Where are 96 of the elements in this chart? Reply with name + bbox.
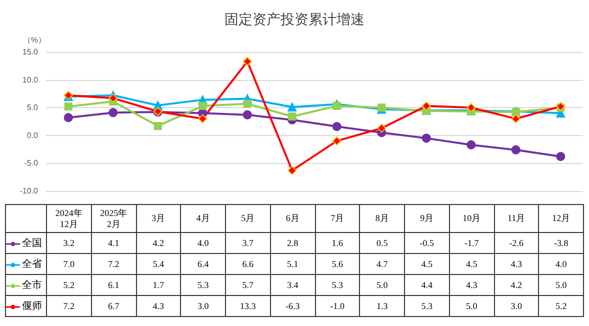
point	[377, 124, 386, 133]
x-tick-label: 6月	[270, 204, 315, 232]
data-label: 2.8	[270, 232, 315, 254]
point	[422, 134, 431, 143]
data-label: -2.6	[494, 232, 539, 254]
legend-label: 全省	[6, 254, 46, 274]
data-label: 7.0	[46, 254, 92, 274]
point	[332, 122, 342, 131]
y-tick-label: 5.0	[26, 103, 39, 112]
data-label: 5.6	[315, 254, 360, 274]
data-label: 3.0	[494, 296, 539, 316]
data-label: 4.4	[404, 274, 450, 296]
data-label: 0.5	[360, 232, 404, 254]
data-label: 6.7	[91, 296, 136, 316]
data-label: 7.2	[46, 296, 92, 316]
data-label: 4.7	[360, 254, 404, 274]
point	[332, 136, 342, 146]
point	[242, 56, 252, 66]
data-label: 5.0	[538, 274, 584, 296]
x-tick-label: 3月	[136, 204, 181, 232]
legend-label: 全市	[6, 274, 46, 296]
data-label: 4.1	[91, 232, 136, 254]
x-tick-label: 9月	[404, 204, 450, 232]
point	[466, 103, 476, 112]
point	[288, 112, 296, 120]
point	[154, 122, 162, 130]
data-label: 5.3	[180, 274, 226, 296]
point	[466, 140, 476, 150]
data-label: -1.7	[449, 232, 494, 254]
point	[108, 108, 118, 118]
data-label: 5.0	[449, 296, 494, 316]
x-tick-label: 8月	[360, 204, 404, 232]
data-label: 3.2	[46, 232, 92, 254]
chart-title: 固定资产投资累计增速	[224, 12, 364, 28]
y-tick-label: -5.0	[24, 158, 39, 168]
point	[64, 113, 73, 122]
x-tick-label: 2024年 12月	[46, 204, 92, 232]
x-tick-label: 4月	[180, 204, 226, 232]
data-label: 1.7	[136, 274, 181, 296]
x-tick-label: 10月	[449, 204, 494, 232]
data-label: 4.5	[404, 254, 450, 274]
data-label: 5.0	[360, 274, 404, 296]
data-label: 5.3	[315, 274, 360, 296]
data-label: 13.3	[226, 296, 270, 316]
data-label: -3.8	[538, 232, 584, 254]
point	[288, 166, 297, 175]
data-label: 4.3	[136, 296, 181, 316]
data-label: 1.3	[360, 296, 404, 316]
point	[556, 152, 566, 162]
data-label: 4.2	[136, 232, 181, 254]
data-label: 4.5	[449, 254, 494, 274]
data-label: 5.7	[226, 274, 270, 296]
data-label: 4.3	[494, 254, 539, 274]
data-label: 3.0	[180, 296, 226, 316]
data-label: 3.7	[226, 232, 270, 254]
x-tick-label: 2025年 2月	[91, 204, 136, 232]
data-label: 5.3	[404, 296, 450, 316]
x-tick-label: 5月	[226, 204, 270, 232]
data-label: 5.2	[538, 296, 584, 316]
data-label: 7.2	[91, 254, 136, 274]
point	[243, 100, 252, 108]
point	[198, 102, 207, 110]
data-label: 4.0	[180, 232, 226, 254]
data-label: -0.5	[404, 232, 450, 254]
point	[288, 102, 297, 112]
y-tick-label: -10.0	[20, 186, 39, 196]
data-label: 3.4	[270, 274, 315, 296]
x-tick-label: 11月	[494, 204, 539, 232]
data-label: 4.0	[538, 254, 584, 274]
data-label: 4.2	[494, 274, 539, 296]
point	[198, 114, 208, 124]
data-label: 6.1	[91, 274, 136, 296]
point	[511, 145, 520, 154]
point	[332, 102, 341, 110]
y-axis-title: （%）	[22, 36, 46, 44]
x-tick-label: 7月	[315, 204, 360, 232]
data-label: 5.2	[46, 274, 92, 296]
data-label: 5.4	[136, 254, 181, 274]
data-label: -6.3	[270, 296, 315, 316]
point	[242, 110, 252, 120]
data-label: 1.6	[315, 232, 360, 254]
data-label: -1.0	[315, 296, 360, 316]
y-tick-label: 10.0	[22, 75, 39, 84]
data-label: 6.6	[226, 254, 270, 274]
point	[511, 114, 520, 124]
data-label: 4.3	[449, 274, 494, 296]
legend-label: 偃师	[6, 296, 46, 316]
data-label: 5.1	[270, 254, 315, 274]
data-label: 6.4	[180, 254, 226, 274]
y-tick-label: 0.0	[26, 130, 39, 140]
point	[108, 94, 118, 103]
legend-label: 全国	[6, 232, 46, 254]
y-tick-label: 15.0	[22, 48, 39, 56]
point	[64, 102, 72, 110]
x-tick-label: 12月	[538, 204, 584, 232]
point	[422, 101, 431, 110]
